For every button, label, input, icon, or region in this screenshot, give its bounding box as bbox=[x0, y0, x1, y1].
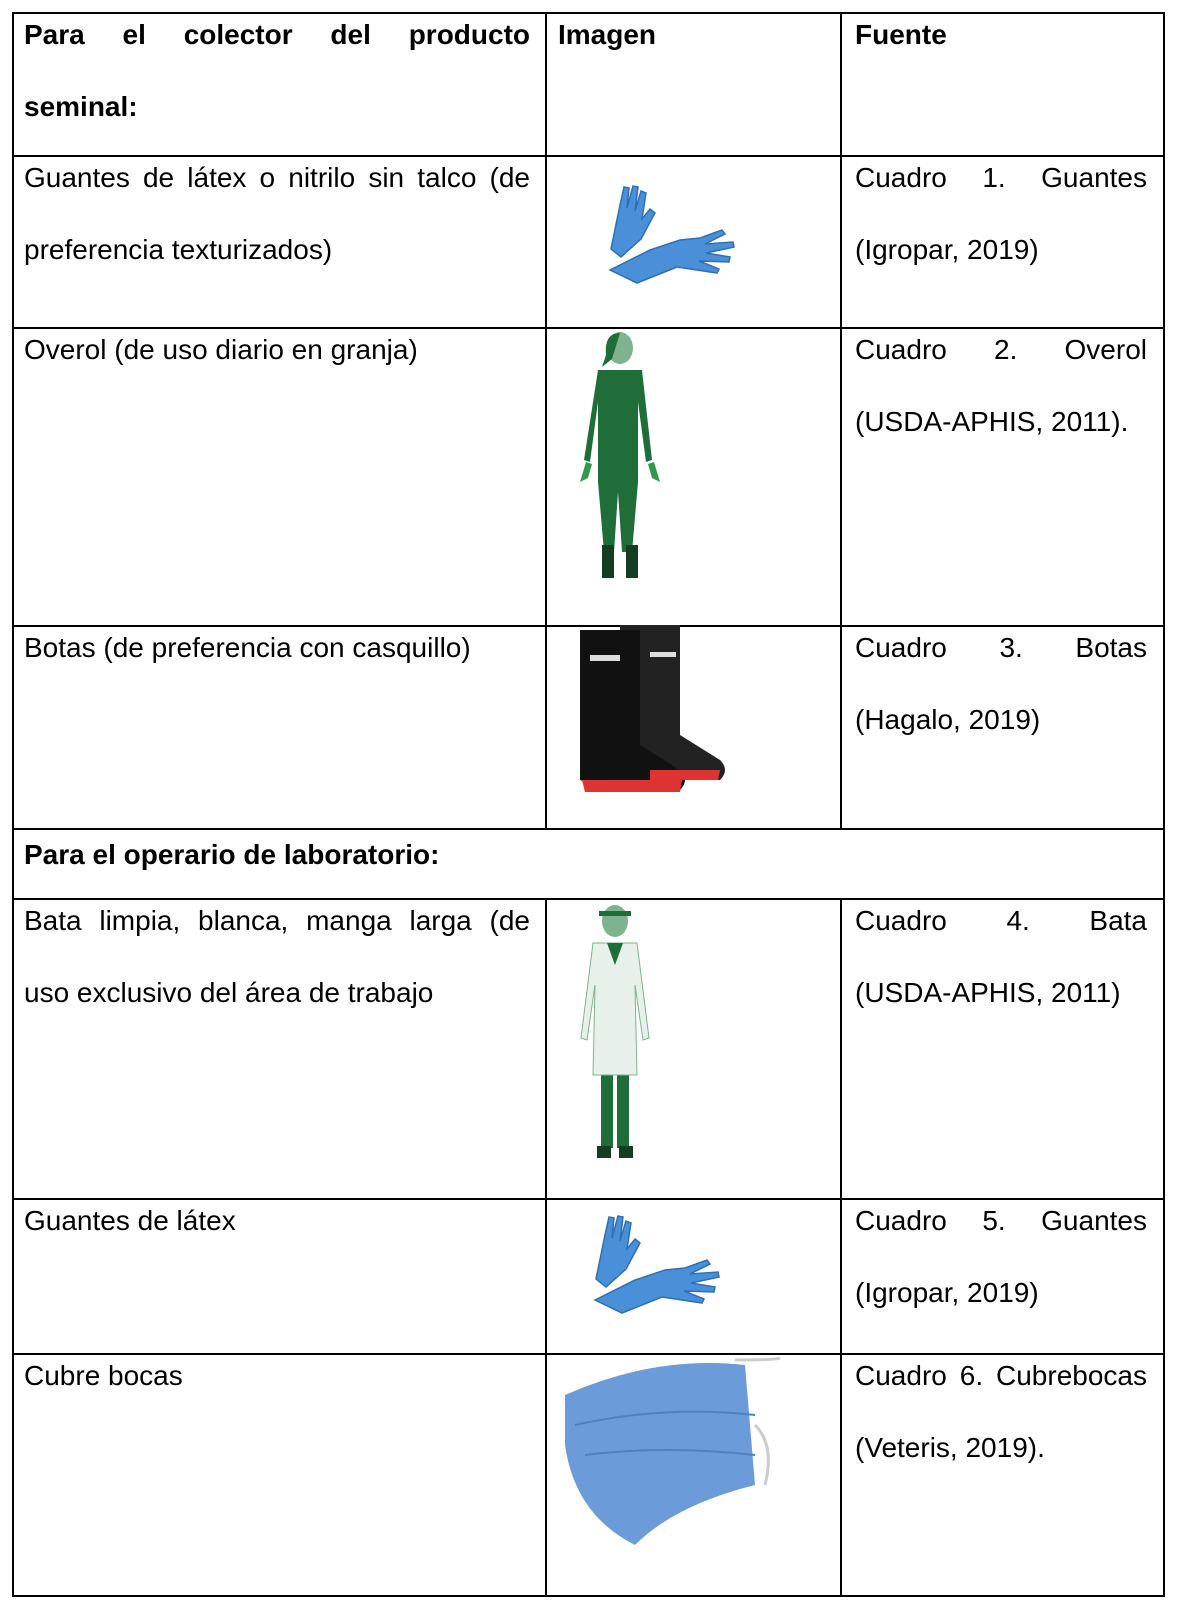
cell-text: Cuadro 1. Guantes (Igropar, 2019) bbox=[855, 162, 1147, 265]
table-rule bbox=[12, 12, 1165, 14]
cell-text: Cubre bocas bbox=[24, 1360, 183, 1391]
table-rule bbox=[12, 327, 1165, 329]
table-rule bbox=[12, 12, 14, 1595]
cell-text: Bata limpia, blanca, manga larga (de uso… bbox=[24, 905, 530, 1008]
cell-text: Imagen bbox=[558, 19, 657, 50]
table-rule bbox=[12, 625, 1165, 627]
item-image bbox=[555, 903, 675, 1168]
item-image bbox=[555, 1355, 785, 1550]
table-rule bbox=[12, 898, 1165, 900]
table-rule bbox=[840, 12, 842, 828]
item-image bbox=[560, 620, 740, 805]
cell-text: Fuente bbox=[855, 19, 947, 50]
cell-text: Cuadro 4. Bata (USDA-APHIS, 2011) bbox=[855, 905, 1147, 1008]
table-rule bbox=[545, 898, 547, 1595]
cell-text: Cuadro 6. Cubrebocas (Veteris, 2019). bbox=[855, 1360, 1147, 1463]
table-rule bbox=[545, 12, 547, 828]
cell-text: Para el operario de laboratorio: bbox=[24, 839, 440, 870]
item-image bbox=[590, 185, 740, 300]
cell-text: Cuadro 5. Guantes (Igropar, 2019) bbox=[855, 1205, 1147, 1308]
table-rule bbox=[12, 155, 1165, 157]
table-rule bbox=[12, 1198, 1165, 1200]
table-rule bbox=[12, 828, 1165, 830]
cell-text: Botas (de preferencia con casquillo) bbox=[24, 632, 471, 663]
table-rule bbox=[1163, 12, 1165, 1595]
cell-text: Para el colector del producto seminal: bbox=[24, 19, 530, 122]
cell-text: Overol (de uso diario en granja) bbox=[24, 334, 418, 365]
table-rule bbox=[12, 1353, 1165, 1355]
table-rule bbox=[12, 1595, 1165, 1597]
table-rule bbox=[840, 898, 842, 1595]
cell-text: Cuadro 3. Botas (Hagalo, 2019) bbox=[855, 632, 1147, 735]
cell-text: Cuadro 2. Overol (USDA-APHIS, 2011). bbox=[855, 334, 1147, 437]
item-image bbox=[575, 1215, 725, 1330]
cell-text: Guantes de látex o nitrilo sin talco (de… bbox=[24, 162, 530, 265]
cell-text: Guantes de látex bbox=[24, 1205, 236, 1236]
item-image bbox=[560, 330, 680, 585]
